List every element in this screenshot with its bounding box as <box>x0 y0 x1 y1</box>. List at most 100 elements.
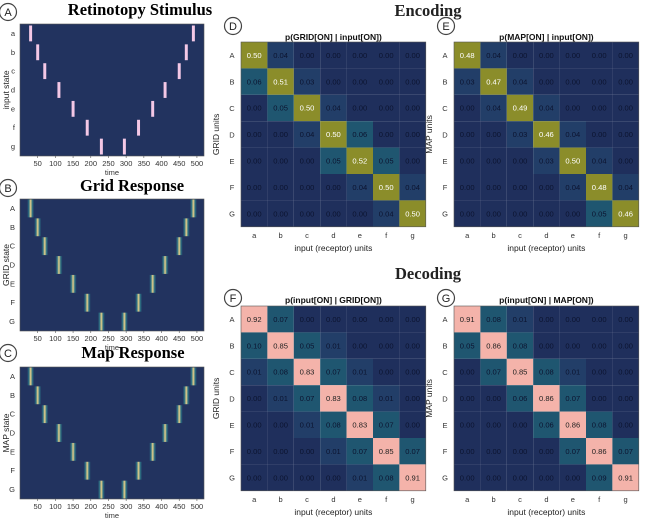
matrix-cell <box>454 438 481 465</box>
matrix-value: 0.01 <box>352 473 367 482</box>
matrix-value: 0.03 <box>539 157 554 166</box>
matrix-cell <box>320 174 347 201</box>
matrix-cell <box>612 200 639 227</box>
matrix-value: 0.00 <box>539 447 554 456</box>
y-tick-label: D <box>10 429 16 438</box>
matrix-cell <box>506 42 534 69</box>
matrix-value: 0.00 <box>273 447 288 456</box>
matrix-cell <box>346 332 373 359</box>
matrix-value: 0.00 <box>565 473 580 482</box>
matrix-cell <box>612 332 639 359</box>
matrix-value: 0.06 <box>513 394 528 403</box>
matrix-cell <box>241 174 268 201</box>
matrix-value: 0.00 <box>592 315 607 324</box>
x-tick-label: 500 <box>191 502 204 511</box>
matrix-cell <box>293 68 321 95</box>
matrix-cell <box>293 332 321 359</box>
matrix-cell <box>241 464 268 491</box>
matrix-cell <box>533 464 560 491</box>
matrix-cell <box>399 306 426 333</box>
matrix-value: 0.04 <box>352 183 367 192</box>
panel-badge-letter: F <box>230 293 237 305</box>
matrix-value: 0.00 <box>565 104 580 113</box>
matrix-cell <box>586 174 613 201</box>
y-tick-label: F <box>10 298 15 307</box>
response-band <box>189 199 197 218</box>
plot-background <box>20 24 204 156</box>
matrix-value: 0.00 <box>460 447 475 456</box>
matrix-cell <box>586 306 613 333</box>
x-axis-label: time <box>105 511 119 520</box>
response-band <box>97 312 105 331</box>
x-tick-label: 150 <box>67 334 80 343</box>
matrix-value: 0.01 <box>300 421 315 430</box>
y-axis-label: GRID units <box>211 378 221 420</box>
stimulus-pulse <box>137 119 141 136</box>
response-band <box>97 480 105 499</box>
matrix-value: 0.09 <box>592 473 607 482</box>
y-tick-label: C <box>442 104 448 113</box>
panel-badge-letter: C <box>4 348 12 360</box>
x-tick-label: 150 <box>67 159 80 168</box>
matrix-value: 0.83 <box>300 368 315 377</box>
matrix-value: 0.08 <box>379 473 394 482</box>
matrix-cell <box>399 411 426 438</box>
stimulus-pulse <box>36 44 40 61</box>
matrix-cell <box>399 358 426 386</box>
matrix-cell <box>533 94 560 122</box>
matrix-cell <box>320 306 347 333</box>
matrix-cell <box>612 121 639 148</box>
matrix-value: 0.00 <box>618 341 633 350</box>
matrix-cell <box>454 464 481 491</box>
matrix-cell <box>480 147 507 174</box>
response-band <box>175 237 183 256</box>
matrix-value: 0.00 <box>326 315 341 324</box>
matrix-value: 0.00 <box>618 157 633 166</box>
x-tick-label: g <box>411 495 415 504</box>
y-tick-label: D <box>442 130 448 139</box>
matrix-value: 0.46 <box>539 130 554 139</box>
matrix-cell <box>373 94 400 122</box>
matrix-cell <box>399 385 426 412</box>
stimulus-pulse <box>122 138 126 155</box>
matrix-cell <box>267 42 294 69</box>
matrix-cell <box>267 411 294 438</box>
x-tick-label: e <box>358 495 362 504</box>
matrix-cell <box>241 438 268 465</box>
matrix-cell <box>320 385 347 412</box>
matrix-value: 0.00 <box>618 315 633 324</box>
y-tick-label: A <box>442 51 447 60</box>
y-tick-label: f <box>13 123 16 132</box>
matrix-value: 0.00 <box>247 130 262 139</box>
panel-badge-letter: G <box>442 293 451 305</box>
matrix-value: 0.86 <box>565 421 580 430</box>
matrix-cell <box>506 464 534 491</box>
matrix-value: 0.49 <box>513 104 528 113</box>
matrix-cell <box>506 200 534 227</box>
matrix-cell <box>506 68 534 95</box>
matrix-cell <box>399 68 426 95</box>
matrix-value: 0.00 <box>592 51 607 60</box>
matrix-cell <box>559 332 586 359</box>
matrix-cell <box>293 147 321 174</box>
matrix-value: 0.04 <box>273 51 288 60</box>
matrix-cell <box>559 200 586 227</box>
matrix-cell <box>559 147 586 174</box>
encoding-section-title: Encoding <box>395 1 463 20</box>
matrix-cell <box>480 174 507 201</box>
x-tick-label: 450 <box>173 334 186 343</box>
matrix-value: 0.00 <box>405 77 420 86</box>
matrix-value: 0.08 <box>513 341 528 350</box>
x-axis-label: time <box>105 343 119 352</box>
y-axis-label: MAP state <box>1 413 11 452</box>
matrix-value: 0.00 <box>352 104 367 113</box>
matrix-cell <box>454 200 481 227</box>
matrix-cell <box>346 200 373 227</box>
matrix-value: 0.00 <box>273 130 288 139</box>
y-tick-label: E <box>229 421 234 430</box>
matrix-value: 0.00 <box>618 421 633 430</box>
matrix-value: 0.00 <box>379 51 394 60</box>
y-tick-label: C <box>229 104 235 113</box>
y-tick-label: D <box>10 261 16 270</box>
matrix-value: 0.03 <box>460 77 475 86</box>
